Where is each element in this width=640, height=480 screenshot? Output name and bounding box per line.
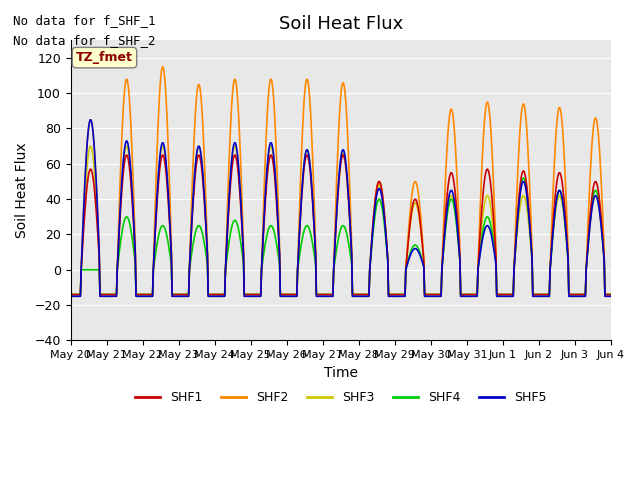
SHF4 <box>607 292 615 298</box>
SHF3 <box>607 292 615 298</box>
SHF3 <box>423 292 431 298</box>
SHF2 <box>607 293 615 299</box>
SHF2 <box>159 64 166 70</box>
SHF2 <box>407 199 415 204</box>
SHF5 <box>423 293 431 299</box>
SHF2 <box>67 293 74 299</box>
SHF5 <box>188 221 195 227</box>
SHF1 <box>67 292 74 298</box>
SHF3 <box>188 221 195 227</box>
Line: SHF2: SHF2 <box>70 67 611 296</box>
SHF3 <box>86 144 94 149</box>
SHF5 <box>407 251 415 256</box>
Text: No data for f_SHF_1: No data for f_SHF_1 <box>13 14 156 27</box>
SHF2 <box>77 293 84 299</box>
SHF1 <box>407 213 415 218</box>
SHF2 <box>423 293 431 299</box>
Y-axis label: Soil Heat Flux: Soil Heat Flux <box>15 143 29 238</box>
SHF3 <box>77 292 84 298</box>
SHF2 <box>216 293 224 299</box>
SHF4 <box>422 292 430 298</box>
SHF2 <box>188 199 195 204</box>
SHF5 <box>216 293 224 299</box>
Line: SHF5: SHF5 <box>70 120 611 296</box>
SHF1 <box>216 292 224 298</box>
SHF4 <box>519 175 527 181</box>
Text: No data for f_SHF_2: No data for f_SHF_2 <box>13 34 156 47</box>
SHF4 <box>216 292 223 298</box>
SHF1 <box>77 292 84 298</box>
SHF4 <box>187 256 195 262</box>
SHF4 <box>77 292 84 298</box>
SHF5 <box>86 117 94 123</box>
SHF2 <box>132 293 140 299</box>
SHF3 <box>407 215 415 221</box>
SHF4 <box>132 292 140 298</box>
SHF3 <box>216 292 224 298</box>
SHF4 <box>406 250 414 256</box>
Line: SHF4: SHF4 <box>70 178 611 295</box>
SHF3 <box>133 292 141 298</box>
SHF5 <box>133 293 141 299</box>
Line: SHF1: SHF1 <box>70 155 611 295</box>
SHF5 <box>77 293 84 299</box>
Line: SHF3: SHF3 <box>70 146 611 295</box>
Title: Soil Heat Flux: Soil Heat Flux <box>278 15 403 33</box>
Legend: SHF1, SHF2, SHF3, SHF4, SHF5: SHF1, SHF2, SHF3, SHF4, SHF5 <box>130 386 552 409</box>
X-axis label: Time: Time <box>324 366 358 380</box>
SHF3 <box>67 292 74 298</box>
SHF1 <box>188 225 195 230</box>
SHF5 <box>67 293 74 299</box>
SHF1 <box>133 292 141 298</box>
SHF5 <box>607 293 615 299</box>
SHF4 <box>67 292 74 298</box>
SHF1 <box>607 292 615 298</box>
SHF1 <box>122 152 130 158</box>
SHF1 <box>423 292 431 298</box>
Text: TZ_fmet: TZ_fmet <box>76 51 133 64</box>
